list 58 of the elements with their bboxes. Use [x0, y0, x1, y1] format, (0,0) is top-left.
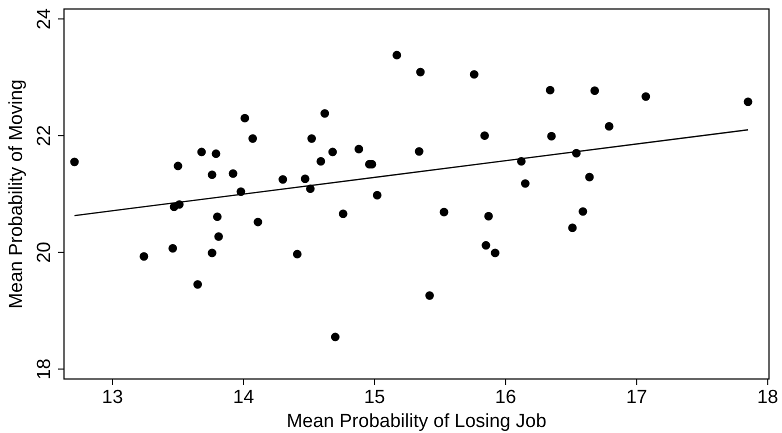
point: [372, 190, 382, 200]
point: [392, 50, 402, 60]
point: [642, 92, 650, 101]
x-tick-label: 16: [495, 387, 516, 408]
point: [168, 244, 178, 253]
point: [214, 232, 223, 241]
point: [520, 179, 530, 188]
point: [482, 241, 490, 250]
point: [197, 148, 206, 156]
y-tick-label: 22: [34, 125, 55, 146]
point: [212, 149, 220, 158]
point: [213, 212, 222, 222]
point: [330, 332, 340, 342]
point: [328, 148, 337, 156]
point: [316, 157, 326, 166]
point: [193, 280, 202, 289]
point: [70, 158, 79, 166]
y-axis-title: Mean Probability of Moving: [6, 79, 27, 309]
point: [307, 134, 316, 143]
point: [744, 97, 752, 106]
point: [338, 210, 348, 218]
point: [254, 218, 262, 226]
point: [585, 172, 594, 182]
y-tick-label: 20: [34, 242, 55, 263]
point: [590, 86, 600, 96]
point: [140, 252, 148, 261]
point: [604, 122, 614, 131]
point: [470, 70, 478, 79]
x-axis-title: Mean Probability of Losing Job: [286, 411, 546, 432]
x-tick-label: 17: [626, 387, 648, 408]
point: [248, 134, 257, 143]
point: [578, 207, 588, 216]
point: [300, 174, 310, 184]
point: [546, 86, 554, 94]
point: [484, 212, 493, 220]
point: [240, 114, 250, 122]
point: [208, 248, 216, 258]
x-tick-label: 14: [232, 387, 255, 408]
point: [320, 109, 330, 118]
point: [480, 131, 489, 140]
x-tick-label: 18: [757, 387, 778, 408]
point: [354, 144, 364, 154]
point: [292, 250, 302, 258]
x-tick-label: 15: [364, 387, 386, 408]
point: [425, 291, 434, 300]
point: [416, 68, 425, 76]
point: [568, 224, 577, 232]
y-tick-label: 18: [34, 358, 55, 380]
point: [490, 248, 500, 258]
point: [208, 170, 216, 180]
y-tick-label: 24: [34, 8, 55, 30]
point: [278, 175, 288, 184]
point: [174, 162, 182, 170]
point: [228, 169, 238, 178]
x-tick-label: 13: [102, 387, 124, 408]
point: [414, 147, 424, 156]
point: [547, 132, 556, 141]
point: [440, 208, 448, 216]
